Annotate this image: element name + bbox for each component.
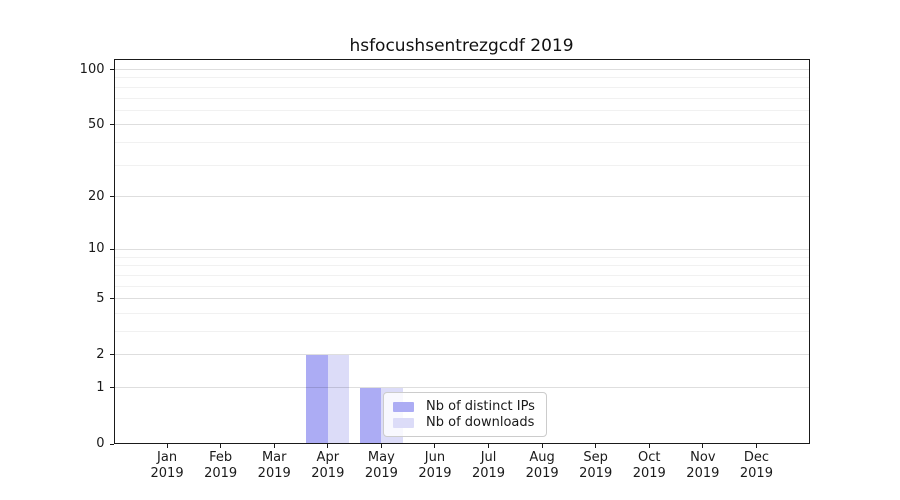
plot-frame (113, 59, 810, 444)
x-tick-label: Dec 2019 (726, 450, 786, 482)
x-tick-mark (327, 444, 329, 448)
x-tick-year: 2019 (257, 466, 291, 481)
x-tick-month: Jun (424, 450, 446, 465)
x-tick-month: Nov (690, 450, 716, 465)
y-tick-mark (109, 196, 114, 198)
x-tick-month: Oct (638, 450, 661, 465)
minor-gridline (113, 265, 810, 267)
x-tick-mark (755, 444, 757, 448)
bar-distinct-ips (359, 387, 382, 444)
x-tick-year: 2019 (686, 466, 720, 481)
x-tick-label: Jul 2019 (459, 450, 519, 482)
minor-gridline (113, 285, 810, 287)
bar-downloads (327, 354, 350, 444)
x-tick-label: Jun 2019 (405, 450, 465, 482)
legend-swatch-downloads (393, 418, 414, 428)
x-tick-month: Dec (743, 450, 769, 465)
minor-gridline (113, 274, 810, 276)
x-tick-mark (273, 444, 275, 448)
major-gridline (113, 298, 810, 300)
minor-gridline (113, 312, 810, 314)
minor-gridline (113, 331, 810, 333)
minor-gridline (113, 97, 810, 99)
x-tick-label: Jan 2019 (137, 450, 197, 482)
legend-swatch-distinct-ips (393, 402, 414, 412)
minor-gridline (113, 77, 810, 79)
chart-title: hsfocushsentrezgcdf 2019 (349, 36, 574, 56)
x-tick-year: 2019 (311, 466, 345, 481)
x-tick-label: Nov 2019 (673, 450, 733, 482)
x-tick-year: 2019 (204, 466, 238, 481)
x-tick-label: Sep 2019 (566, 450, 626, 482)
x-tick-year: 2019 (418, 466, 452, 481)
y-tick-mark (109, 298, 114, 300)
major-gridline (113, 196, 810, 198)
x-tick-year: 2019 (150, 466, 184, 481)
y-tick-label: 50 (87, 116, 105, 132)
x-tick-month: Feb (209, 450, 233, 465)
x-tick-year: 2019 (579, 466, 613, 481)
legend-item-downloads: Nb of downloads (393, 416, 537, 430)
x-tick-month: Jan (157, 450, 178, 465)
minor-gridline (113, 256, 810, 258)
x-tick-label: Feb 2019 (191, 450, 251, 482)
x-tick-mark (595, 444, 597, 448)
minor-gridline (113, 142, 810, 144)
major-gridline (113, 387, 810, 389)
y-tick-mark (109, 248, 114, 250)
y-tick-label: 2 (96, 346, 105, 362)
legend-item-distinct-ips: Nb of distinct IPs (393, 400, 537, 414)
legend-label-distinct-ips: Nb of distinct IPs (426, 399, 535, 414)
x-tick-month: Aug (529, 450, 555, 465)
major-gridline (113, 354, 810, 356)
x-tick-month: Sep (583, 450, 608, 465)
y-tick-label: 0 (96, 436, 105, 451)
x-tick-mark (380, 444, 382, 448)
minor-gridline (113, 86, 810, 88)
major-gridline (113, 248, 810, 250)
x-tick-year: 2019 (739, 466, 773, 481)
y-tick-label: 1 (96, 379, 105, 395)
x-tick-label: Oct 2019 (619, 450, 679, 482)
major-gridline (113, 124, 810, 126)
minor-gridline (113, 109, 810, 111)
x-tick-month: Mar (261, 450, 287, 465)
y-tick-mark (109, 443, 114, 445)
minor-gridline (113, 164, 810, 166)
legend: Nb of distinct IPs Nb of downloads (383, 392, 547, 437)
x-tick-label: Apr 2019 (298, 450, 358, 482)
major-gridline (113, 69, 810, 71)
x-tick-label: Mar 2019 (244, 450, 304, 482)
y-tick-label: 10 (87, 241, 105, 257)
y-tick-label: 5 (96, 290, 105, 306)
x-tick-label: May 2019 (351, 450, 411, 482)
x-tick-mark (648, 444, 650, 448)
y-tick-mark (109, 387, 114, 389)
legend-label-downloads: Nb of downloads (426, 415, 535, 430)
y-tick-mark (109, 124, 114, 126)
x-tick-mark (166, 444, 168, 448)
y-tick-mark (109, 354, 114, 356)
x-tick-label: Aug 2019 (512, 450, 572, 482)
x-tick-month: May (367, 450, 395, 465)
x-tick-year: 2019 (632, 466, 666, 481)
y-tick-label: 100 (79, 61, 105, 77)
x-tick-year: 2019 (471, 466, 506, 481)
x-tick-year: 2019 (364, 466, 398, 481)
x-tick-month: Apr (316, 450, 340, 465)
y-tick-mark (109, 69, 114, 71)
bar-distinct-ips (306, 354, 328, 444)
y-tick-label: 20 (87, 188, 105, 204)
x-tick-month: Jul (480, 450, 497, 465)
x-tick-mark (702, 444, 704, 448)
x-tick-year: 2019 (525, 466, 559, 481)
x-tick-mark (541, 444, 543, 448)
x-tick-mark (488, 444, 490, 448)
x-tick-mark (434, 444, 436, 448)
x-tick-mark (220, 444, 222, 448)
